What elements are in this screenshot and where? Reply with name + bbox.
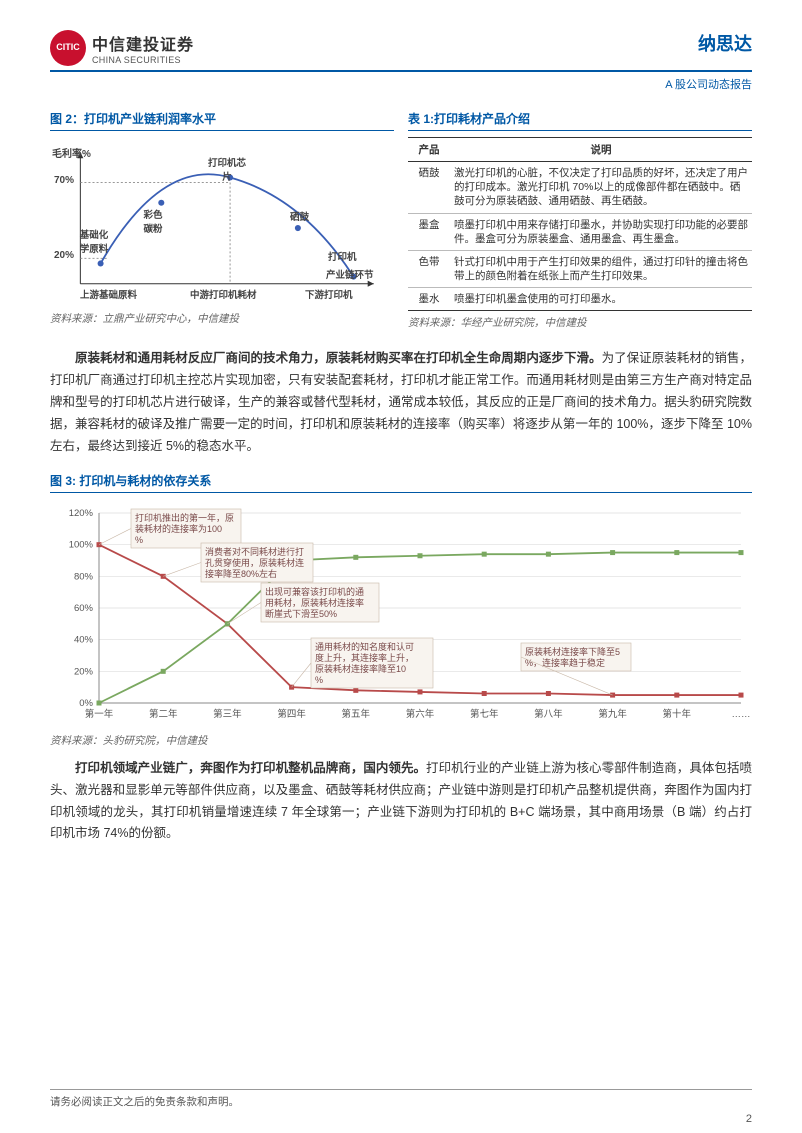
- fig3-title: 图 3: 打印机与耗材的依存关系: [50, 472, 752, 493]
- fig2-xtick-3: 下游打印机: [305, 287, 353, 301]
- table-row: 硒鼓激光打印机的心脏，不仅决定了打印品质的好坏，还决定了用户的打印成本。激光打印…: [408, 162, 752, 214]
- table-cell-desc: 针式打印机中用于产生打印效果的组件，通过打印针的撞击将色带上的颜色附着在纸张上而…: [450, 250, 752, 287]
- svg-text:40%: 40%: [74, 634, 94, 645]
- paragraph-1: 原装耗材和通用耗材反应厂商间的技术角力，原装耗材购买率在打印机全生命周期内逐步下…: [50, 348, 752, 457]
- svg-text:出现可兼容该打印机的通: 出现可兼容该打印机的通: [265, 586, 364, 597]
- table-cell-product: 硒鼓: [408, 162, 450, 214]
- table-cell-product: 墨水: [408, 288, 450, 311]
- svg-text:第五年: 第五年: [342, 708, 371, 720]
- fig2-point-3: 打印机芯片: [208, 155, 246, 183]
- fig2-ytick-70: 70%: [54, 175, 74, 186]
- fig2-xtick-2: 中游打印机耗材: [190, 287, 257, 301]
- fig2-point-2: 彩色碳粉: [140, 207, 166, 235]
- svg-text:20%: 20%: [74, 666, 94, 677]
- svg-text:……: ……: [732, 709, 751, 720]
- fig2-point-4: 硒鼓: [290, 209, 309, 223]
- fig3-chart: 120% 100% 80% 60% 40% 20% 0% 第一年 第二年 第三年 第四年 第五年 第六…: [50, 499, 752, 729]
- table1-col: 表 1:打印耗材产品介绍 产品 说明 硒鼓激光打印机的心脏，不仅决定了打印品质的…: [408, 110, 752, 338]
- table-cell-product: 墨盒: [408, 213, 450, 250]
- svg-text:0%: 0%: [79, 698, 93, 709]
- svg-text:第一年: 第一年: [85, 708, 114, 720]
- page-number: 2: [746, 1113, 752, 1125]
- logo-text: 中信建投证券 CHINA SECURITIES: [92, 31, 194, 65]
- fig2-xtick-1: 上游基础原料: [80, 287, 137, 301]
- table-header-row: 产品 说明: [408, 138, 752, 162]
- svg-text:第二年: 第二年: [149, 708, 178, 720]
- paragraph-2: 打印机领域产业链广，奔图作为打印机整机品牌商，国内领先。打印机行业的产业链上游为…: [50, 758, 752, 846]
- svg-text:%: %: [315, 675, 323, 685]
- svg-text:第六年: 第六年: [406, 708, 435, 720]
- svg-text:装耗材的连接率为100: 装耗材的连接率为100: [135, 523, 222, 534]
- fig3-source: 资料来源：头豹研究院，中信建投: [50, 733, 752, 748]
- svg-text:原装耗材连接率降至10: 原装耗材连接率降至10: [315, 663, 406, 674]
- table-row: 色带针式打印机中用于产生打印效果的组件，通过打印针的撞击将色带上的颜色附着在纸张…: [408, 250, 752, 287]
- svg-text:第九年: 第九年: [598, 708, 627, 720]
- svg-text:通用耗材的知名度和认可: 通用耗材的知名度和认可: [315, 641, 414, 652]
- svg-text:原装耗材连接率下降至5: 原装耗材连接率下降至5: [525, 646, 620, 657]
- svg-text:%，连接率趋于稳定: %，连接率趋于稳定: [525, 657, 605, 668]
- table1-title: 表 1:打印耗材产品介绍: [408, 110, 752, 131]
- svg-text:第十年: 第十年: [663, 708, 692, 720]
- table-row: 墨水喷墨打印机墨盒使用的可打印墨水。: [408, 288, 752, 311]
- report-type: A 股公司动态报告: [50, 76, 752, 92]
- svg-text:100%: 100%: [69, 539, 94, 550]
- table1-col-0: 产品: [408, 138, 450, 162]
- page-header: CITIC 中信建投证券 CHINA SECURITIES 纳思达: [50, 30, 752, 72]
- company-name: 纳思达: [698, 30, 752, 56]
- svg-text:用耗材，原装耗材连接率: 用耗材，原装耗材连接率: [265, 597, 364, 608]
- fig2-point-1: 基础化学原料: [78, 227, 110, 255]
- table-cell-desc: 激光打印机的心脏，不仅决定了打印品质的好坏，还决定了用户的打印成本。激光打印机 …: [450, 162, 752, 214]
- fig2-ytick-20: 20%: [54, 250, 74, 261]
- logo-cn: 中信建投证券: [92, 31, 194, 55]
- svg-text:%: %: [135, 535, 143, 545]
- svg-text:80%: 80%: [74, 571, 94, 582]
- svg-text:第三年: 第三年: [213, 708, 242, 720]
- para1-rest: 为了保证原装耗材的销售，打印机厂商通过打印机主控芯片实现加密，只有安装配套耗材，…: [50, 351, 752, 453]
- svg-text:孔贯穿使用，原装耗材连: 孔贯穿使用，原装耗材连: [205, 557, 304, 568]
- logo-badge-icon: CITIC: [50, 30, 86, 66]
- svg-text:消费者对不同耗材进行打: 消费者对不同耗材进行打: [205, 546, 304, 557]
- para2-bold: 打印机领域产业链广，奔图作为打印机整机品牌商，国内领先。: [75, 761, 426, 775]
- fig2-xaxis-label: 产业链环节: [326, 267, 374, 281]
- fig-table-row: 图 2：打印机产业链利润率水平 毛利率%: [50, 110, 752, 338]
- fig2-col: 图 2：打印机产业链利润率水平 毛利率%: [50, 110, 394, 338]
- table-cell-desc: 喷墨打印机中用来存储打印墨水，并协助实现打印功能的必要部件。墨盒可分为原装墨盒、…: [450, 213, 752, 250]
- logo-en: CHINA SECURITIES: [92, 55, 194, 65]
- fig2-source: 资料来源：立鼎产业研究中心，中信建投: [50, 311, 394, 326]
- fig2-point-5: 打印机: [328, 249, 357, 263]
- svg-text:第四年: 第四年: [277, 708, 306, 720]
- svg-text:60%: 60%: [74, 603, 94, 614]
- svg-text:断崖式下滑至50%: 断崖式下滑至50%: [265, 608, 337, 619]
- svg-text:第八年: 第八年: [534, 708, 563, 720]
- svg-text:第七年: 第七年: [470, 708, 499, 720]
- svg-text:度上升，其连接率上升，: 度上升，其连接率上升，: [315, 652, 414, 663]
- table-cell-desc: 喷墨打印机墨盒使用的可打印墨水。: [450, 288, 752, 311]
- svg-text:接率降至80%左右: 接率降至80%左右: [205, 568, 277, 579]
- table1-source: 资料来源：华经产业研究院，中信建投: [408, 315, 752, 330]
- fig2-chart: 毛利率% 70% 20% 基础化学原料 彩色碳粉 打印机芯片 硒鼓 打印机 产业…: [50, 137, 394, 307]
- fig2-title: 图 2：打印机产业链利润率水平: [50, 110, 394, 131]
- logo: CITIC 中信建投证券 CHINA SECURITIES: [50, 30, 194, 66]
- svg-text:打印机推出的第一年，原: 打印机推出的第一年，原: [135, 512, 234, 523]
- footer-disclaimer: 请务必阅读正文之后的免责条款和声明。: [50, 1089, 752, 1109]
- para1-bold: 原装耗材和通用耗材反应厂商间的技术角力，原装耗材购买率在打印机全生命周期内逐步下…: [75, 351, 602, 365]
- fig2-ylabel: 毛利率%: [52, 145, 91, 160]
- table-row: 墨盒喷墨打印机中用来存储打印墨水，并协助实现打印功能的必要部件。墨盒可分为原装墨…: [408, 213, 752, 250]
- table-cell-product: 色带: [408, 250, 450, 287]
- svg-text:120%: 120%: [69, 508, 94, 519]
- table1: 产品 说明 硒鼓激光打印机的心脏，不仅决定了打印品质的好坏，还决定了用户的打印成…: [408, 137, 752, 311]
- table1-col-1: 说明: [450, 138, 752, 162]
